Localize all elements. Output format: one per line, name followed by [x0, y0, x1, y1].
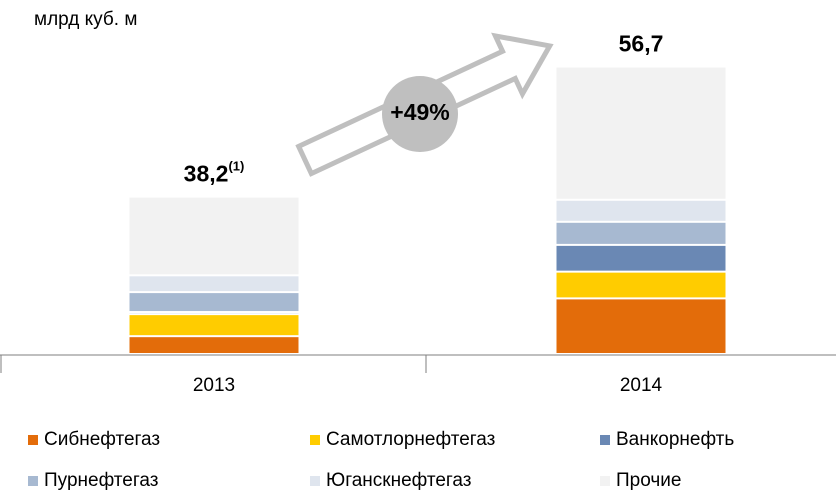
legend-label: Сибнефтегаз	[44, 429, 160, 450]
legend-swatch	[600, 435, 610, 445]
legend-swatch	[310, 435, 320, 445]
total-value: 38,2	[184, 161, 229, 187]
legend-swatch	[310, 476, 320, 486]
total-value: 56,7	[619, 31, 664, 57]
bar-segment	[556, 299, 726, 353]
x-tick-label: 2014	[620, 375, 663, 396]
legend-label: Пурнефтегаз	[44, 470, 158, 491]
bar-segment	[556, 200, 726, 221]
bar-segment	[129, 276, 299, 292]
bar-segment	[556, 272, 726, 298]
bar-segment	[556, 222, 726, 244]
bar-segment	[129, 337, 299, 353]
bar-segment	[556, 245, 726, 271]
legend-label: Юганскнефтегаз	[326, 470, 472, 491]
legend-swatch	[28, 476, 38, 486]
bar-segment	[129, 197, 299, 275]
legend-label: Ванкорнефть	[616, 429, 734, 450]
legend-swatch	[600, 476, 610, 486]
footnote-mark: (1)	[228, 159, 244, 174]
growth-label: +49%	[390, 99, 449, 125]
bar-segment	[129, 293, 299, 312]
x-tick-label: 2013	[193, 375, 235, 396]
legend-swatch	[28, 435, 38, 445]
legend-label: Самотлорнефтегаз	[326, 429, 495, 450]
unit-label: млрд куб. м	[34, 9, 137, 30]
total-label: 56,7	[619, 31, 664, 57]
bar-segment	[129, 315, 299, 336]
total-label: 38,2(1)	[184, 159, 245, 187]
bar-segment	[556, 67, 726, 199]
growth-badge	[382, 76, 458, 152]
legend-label: Прочие	[616, 470, 681, 491]
